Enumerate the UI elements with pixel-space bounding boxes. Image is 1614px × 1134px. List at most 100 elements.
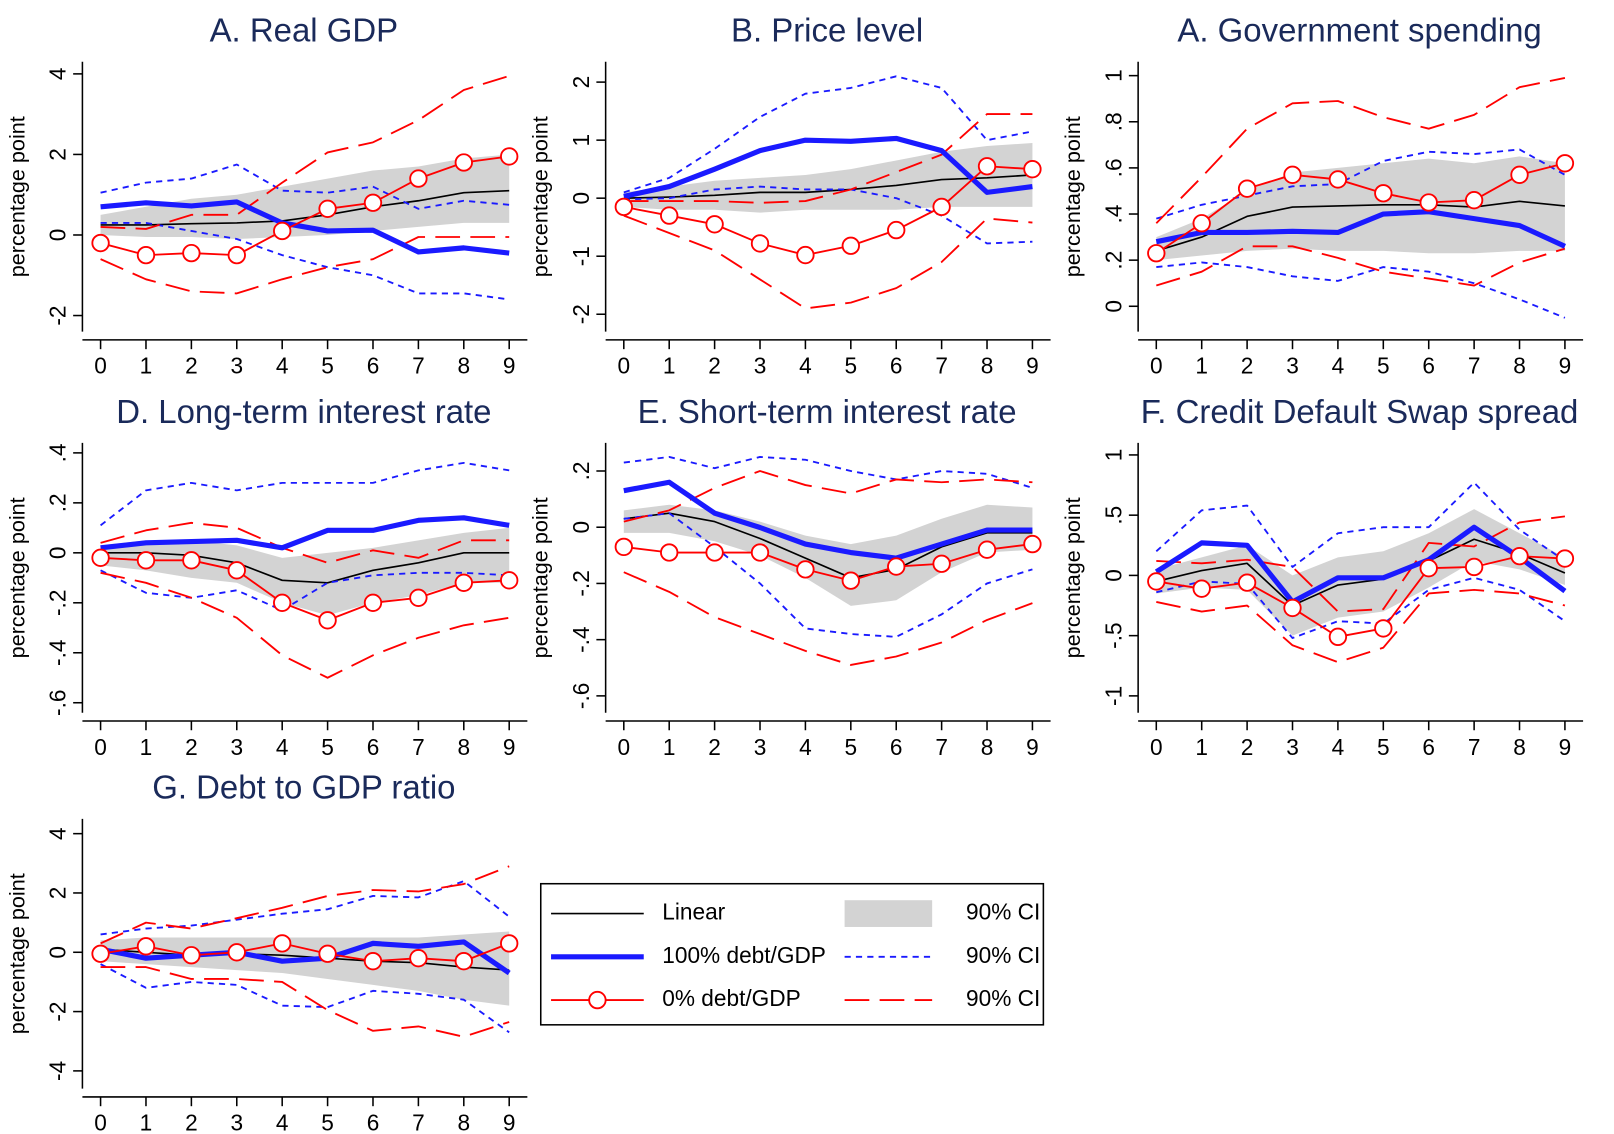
series-line xyxy=(623,174,1033,199)
ci-line xyxy=(1156,148,1566,220)
ci-line xyxy=(623,185,1033,245)
x-tick-label: 8 xyxy=(458,1110,471,1134)
y-tick-label: .8 xyxy=(1100,112,1126,131)
ci-line xyxy=(100,236,510,295)
y-tick-label: 4 xyxy=(45,827,71,840)
x-tick-label: 2 xyxy=(185,353,198,379)
legend-swatch xyxy=(844,900,933,927)
marker xyxy=(660,206,679,225)
x-tick-label: 9 xyxy=(503,353,516,379)
y-tick-label: -1 xyxy=(568,246,594,266)
ci-line xyxy=(100,865,510,945)
panel-title: G. Debt to GDP ratio xyxy=(152,769,455,806)
x-tick-label: 0 xyxy=(94,353,107,379)
y-tick-label: .4 xyxy=(1100,205,1126,224)
ci-band xyxy=(100,527,510,616)
x-tick-label: 3 xyxy=(230,734,243,760)
marker xyxy=(91,548,110,567)
y-tick-label: -.6 xyxy=(568,683,594,709)
x-tick-label: 8 xyxy=(458,353,471,379)
y-axis-label: percentage point xyxy=(4,497,29,658)
y-tick-label: .2 xyxy=(1100,251,1126,270)
x-tick-label: 4 xyxy=(276,1110,289,1134)
marker xyxy=(1147,244,1166,263)
y-tick-label: -4 xyxy=(45,1061,71,1081)
x-tick-label: 0 xyxy=(618,353,631,379)
marker xyxy=(1419,559,1438,578)
x-tick-label: 3 xyxy=(230,353,243,379)
marker xyxy=(500,147,519,166)
y-axis-label: percentage point xyxy=(4,116,29,277)
ci-line xyxy=(1156,588,1566,664)
marker xyxy=(363,952,383,971)
series-line xyxy=(1155,209,1566,249)
ci-band xyxy=(100,931,510,1006)
marker xyxy=(660,543,679,562)
legend-label: 90% CI xyxy=(966,899,1040,925)
series-line xyxy=(623,543,1033,582)
x-tick-label: 1 xyxy=(140,353,153,379)
marker xyxy=(318,944,337,963)
x-tick-label: 3 xyxy=(1286,353,1299,379)
marker xyxy=(454,952,473,971)
x-tick-label: 0 xyxy=(618,734,631,760)
marker xyxy=(932,554,951,573)
marker xyxy=(409,169,428,188)
series-line xyxy=(100,948,510,971)
marker xyxy=(977,157,997,176)
marker xyxy=(1237,179,1257,198)
x-tick-label: 2 xyxy=(185,1110,198,1134)
x-tick-label: 6 xyxy=(1422,734,1435,760)
y-axis-label: percentage point xyxy=(528,116,553,277)
x-tick-label: 7 xyxy=(412,353,425,379)
marker xyxy=(318,611,337,630)
y-axis-label: percentage point xyxy=(1060,116,1085,277)
marker xyxy=(227,943,246,962)
marker xyxy=(409,588,428,607)
x-tick-label: 8 xyxy=(1513,353,1526,379)
marker xyxy=(91,233,110,253)
y-tick-label: .2 xyxy=(45,493,71,512)
ci-band xyxy=(1156,156,1565,261)
x-tick-label: 2 xyxy=(1241,734,1254,760)
x-tick-label: 8 xyxy=(981,734,994,760)
ci-line xyxy=(100,569,510,612)
y-tick-label: 1 xyxy=(1100,449,1126,462)
marker xyxy=(796,245,815,265)
x-tick-label: 9 xyxy=(1026,734,1039,760)
ci-band xyxy=(623,504,1033,606)
marker xyxy=(1147,572,1166,591)
x-tick-label: 2 xyxy=(708,353,721,379)
y-tick-label: -2 xyxy=(568,304,594,324)
y-axis-label: percentage point xyxy=(1060,497,1085,658)
y-tick-label: -.4 xyxy=(568,626,594,652)
x-tick-label: 1 xyxy=(1195,353,1208,379)
x-tick-label: 1 xyxy=(1195,734,1208,760)
marker xyxy=(750,543,770,562)
marker xyxy=(182,946,201,965)
legend-marker xyxy=(588,990,607,1010)
marker xyxy=(841,236,860,255)
series-line xyxy=(100,189,510,226)
panel-title: E. Short-term interest rate xyxy=(638,393,1017,430)
marker xyxy=(363,193,383,212)
x-tick-label: 9 xyxy=(1026,353,1039,379)
marker xyxy=(1192,214,1211,233)
y-tick-label: 2 xyxy=(568,76,594,89)
x-tick-label: 1 xyxy=(663,353,676,379)
y-tick-label: 2 xyxy=(45,148,71,161)
panel: A. Government spending percentage point 0.… xyxy=(1060,12,1584,379)
x-tick-label: 6 xyxy=(890,353,903,379)
marker xyxy=(1374,184,1393,203)
ci-line xyxy=(1156,576,1566,639)
x-tick-label: 9 xyxy=(503,734,516,760)
series-line xyxy=(1154,524,1567,605)
y-tick-label: 0 xyxy=(45,946,71,959)
marker xyxy=(1192,579,1211,598)
ci-line xyxy=(100,963,510,1034)
x-tick-label: 6 xyxy=(367,734,380,760)
marker xyxy=(409,949,428,968)
y-tick-label: .2 xyxy=(568,462,594,481)
x-tick-label: 9 xyxy=(1559,353,1572,379)
